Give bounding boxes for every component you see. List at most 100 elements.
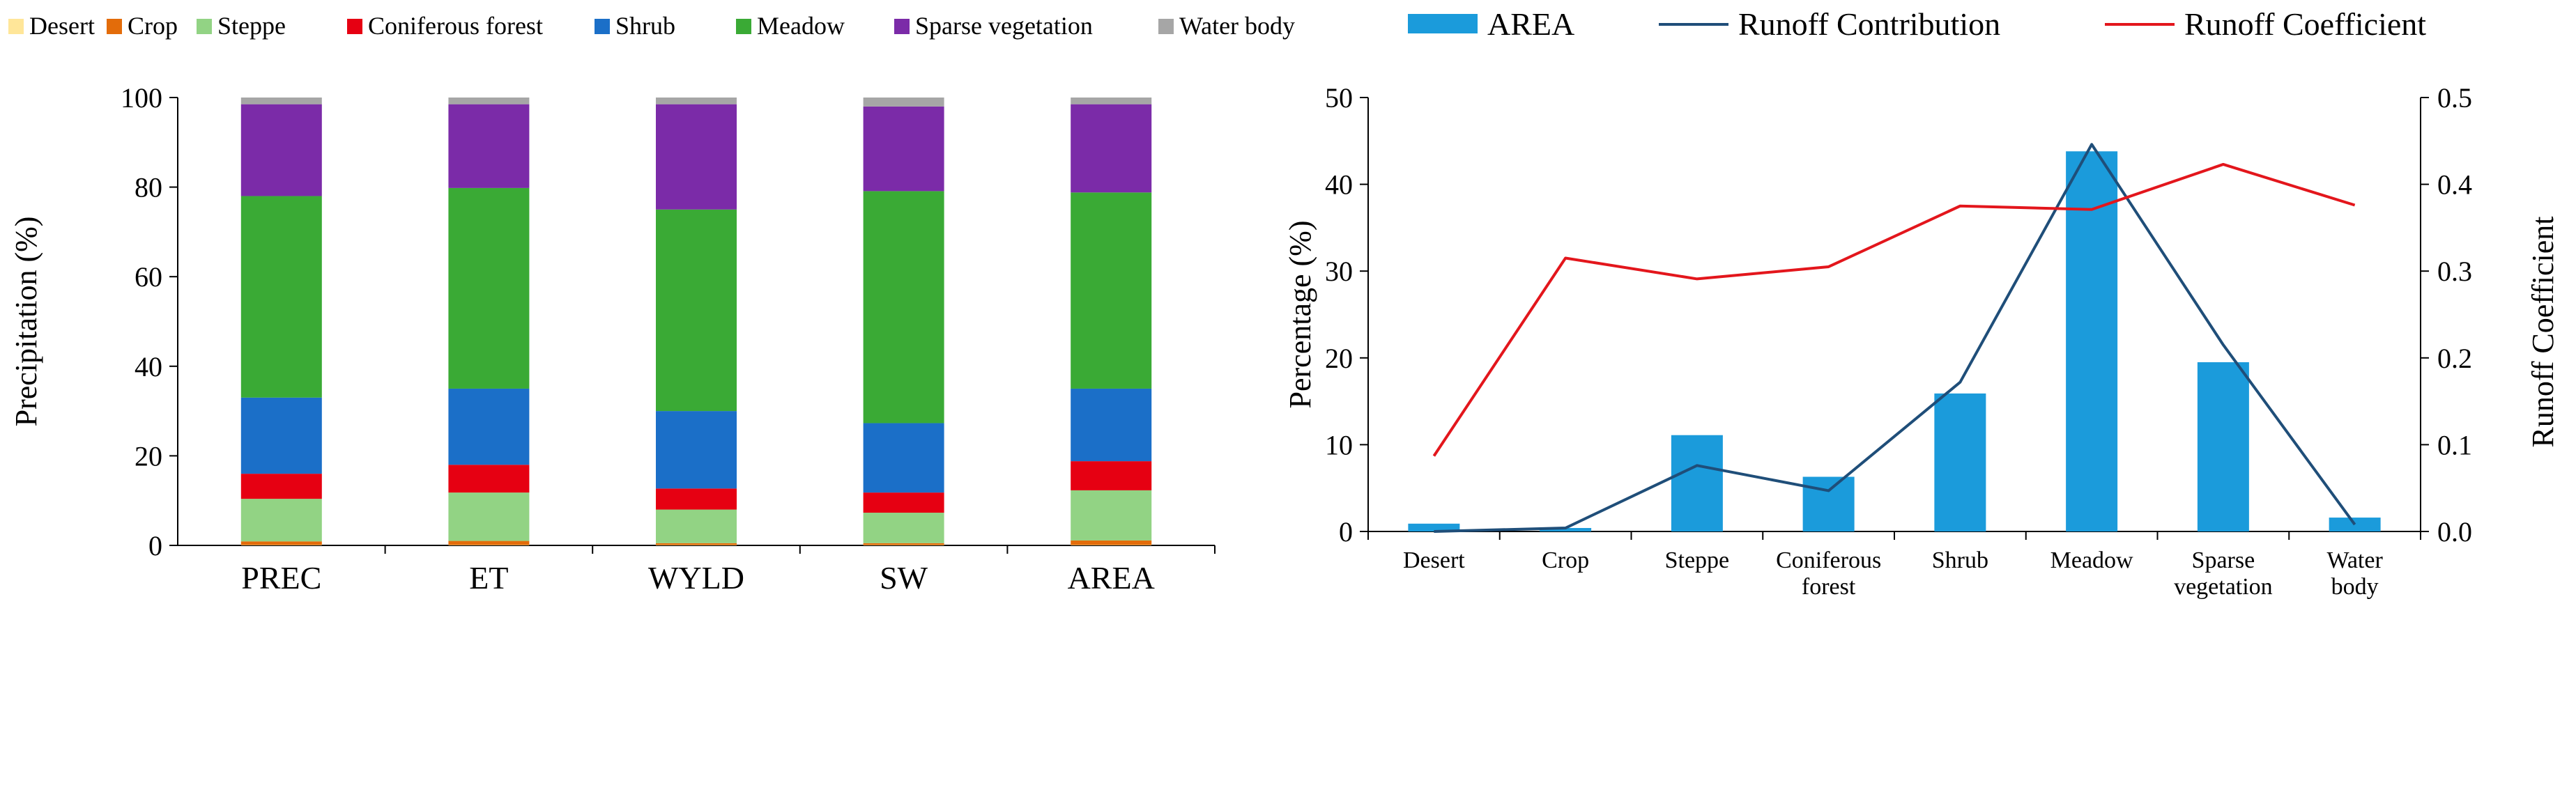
stacked-bar-chart: 0 20 40 60 80 100 Precipitation (%) PREC ET WYLD S… — [8, 12, 1295, 596]
bar-segment-steppe — [240, 499, 322, 542]
bar-segment-shrub — [656, 411, 737, 489]
y-axis-title: Precipitation (%) — [9, 217, 43, 427]
x-tick-label: Steppe — [1665, 547, 1730, 573]
bar-segment-sparse-vegetation — [240, 104, 322, 196]
x-tick-label: WYLD — [648, 560, 744, 596]
legend-swatch — [595, 19, 610, 34]
bar-segment-steppe — [656, 509, 737, 543]
x-tick-label: Desert — [1403, 547, 1465, 573]
x-tick-label: Shrub — [1932, 547, 1988, 573]
y2-tick-label: 0.5 — [2437, 82, 2472, 114]
bar-segment-shrub — [863, 423, 944, 493]
y-tick-label: 10 — [1325, 429, 1353, 460]
legend-label: Water body — [1179, 12, 1295, 40]
y2-tick-label: 0.1 — [2437, 429, 2472, 460]
y2-tick-label: 0.2 — [2437, 343, 2472, 374]
runoff-contribution-line — [1434, 143, 2356, 533]
bar-segment-water-body — [1071, 98, 1152, 104]
area-bar — [1671, 435, 1723, 531]
bar-segment-water-body — [863, 98, 944, 107]
bar-segment-crop — [863, 543, 944, 545]
legend-label: Shrub — [615, 12, 675, 40]
bar-segment-meadow — [863, 191, 944, 424]
bar-segment-sparse-vegetation — [863, 106, 944, 192]
legend-label: AREA — [1487, 6, 1574, 42]
y-tick-label: 20 — [135, 440, 162, 472]
area-bar — [1408, 523, 1460, 531]
bar-segment-coniferous-forest — [656, 488, 737, 510]
x-tick-label: SW — [880, 560, 928, 596]
bar-segment-shrub — [240, 397, 322, 474]
legend-label: Meadow — [757, 12, 845, 40]
x-tick-label: Meadow — [2050, 547, 2133, 573]
x-tick-label: Sparse vegetation — [2174, 547, 2273, 600]
y2-tick-label: 0.0 — [2437, 516, 2472, 547]
legend-swatch — [1158, 19, 1174, 34]
legend-swatch — [8, 19, 24, 34]
x-tick-label: AREA — [1068, 560, 1155, 596]
bar-segment-crop — [656, 543, 737, 545]
bar-segment-meadow — [448, 187, 530, 389]
bar-segment-crop — [240, 541, 322, 545]
y-tick-label: 0 — [1339, 516, 1353, 547]
bar-segment-meadow — [240, 196, 322, 398]
bar-segment-coniferous-forest — [1071, 461, 1152, 490]
legend-swatch — [1408, 14, 1478, 33]
bar-segment-steppe — [1071, 490, 1152, 541]
legend-swatch — [894, 19, 910, 34]
combo-bar-line-chart: 0 10 20 30 40 50 0.0 0.1 0.2 0.3 0.4 0.5 Percentage … — [1283, 6, 2560, 600]
bar-segment-coniferous-forest — [448, 465, 530, 493]
legend-label: Crop — [128, 12, 178, 40]
y-tick-label: 40 — [1325, 169, 1353, 201]
bar-segment-shrub — [1071, 388, 1152, 462]
y-tick-label: 0 — [148, 530, 162, 561]
area-bar — [1934, 393, 1986, 531]
y-axis-title: Percentage (%) — [1283, 221, 1317, 409]
area-bar — [2197, 362, 2249, 531]
bar-segment-meadow — [656, 209, 737, 412]
y-tick-label: 40 — [135, 351, 162, 382]
x-tick-label: PREC — [241, 560, 321, 596]
y2-tick-label: 0.3 — [2437, 256, 2472, 287]
x-tick-label: Crop — [1542, 547, 1589, 573]
legend-label: Coniferous forest — [368, 12, 543, 40]
bar-segment-coniferous-forest — [240, 474, 322, 499]
area-bar — [2066, 151, 2118, 531]
bar-segment-sparse-vegetation — [1071, 104, 1152, 193]
area-bar — [1540, 528, 1592, 531]
legend-label: Desert — [29, 12, 95, 40]
bar-segment-steppe — [448, 492, 530, 541]
x-tick-label: ET — [469, 560, 508, 596]
bar-segment-crop — [1071, 540, 1152, 545]
y-tick-label: 100 — [121, 82, 162, 114]
y-tick-label: 50 — [1325, 82, 1353, 114]
x-tick-label: Coniferous forest — [1776, 547, 1881, 600]
legend-swatch — [107, 19, 122, 34]
y-tick-label: 80 — [135, 172, 162, 203]
bar-segment-sparse-vegetation — [656, 104, 737, 210]
bar-segment-steppe — [863, 513, 944, 543]
y-tick-label: 60 — [135, 261, 162, 293]
y-tick-label: 30 — [1325, 256, 1353, 287]
runoff-coefficient-line — [1432, 162, 2356, 457]
legend-label: Runoff Contribution — [1738, 6, 2000, 42]
y2-tick-label: 0.4 — [2437, 169, 2472, 201]
x-tick-label: Water body — [2326, 547, 2383, 600]
bar-segment-crop — [448, 541, 530, 545]
legend-label: Steppe — [217, 12, 286, 40]
legend-swatch — [197, 19, 212, 34]
legend-swatch — [736, 19, 751, 34]
bar-segment-coniferous-forest — [863, 492, 944, 513]
legend-label: Runoff Coefficient — [2184, 6, 2426, 42]
bar-segment-water-body — [240, 98, 322, 104]
bar-segment-water-body — [656, 98, 737, 104]
y2-axis-title: Runoff Coefficient — [2526, 217, 2560, 448]
bar-segment-shrub — [448, 388, 530, 465]
area-bar — [1802, 476, 1855, 531]
bar-segment-sparse-vegetation — [448, 104, 530, 188]
y-tick-label: 20 — [1325, 343, 1353, 374]
bar-segment-water-body — [448, 98, 530, 104]
legend-label: Sparse vegetation — [915, 12, 1093, 40]
bar-segment-meadow — [1071, 192, 1152, 389]
